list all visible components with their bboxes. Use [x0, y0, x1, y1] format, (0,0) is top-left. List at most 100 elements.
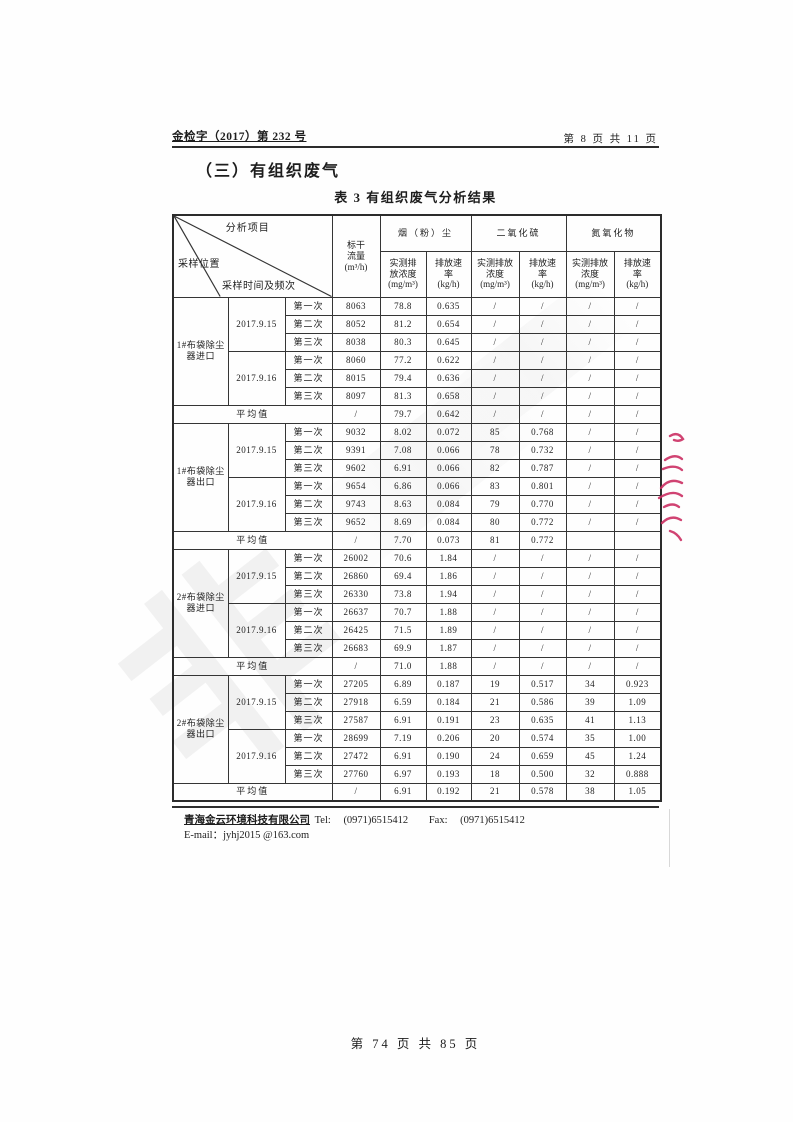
value-cell: 8038: [331, 332, 381, 352]
value-cell: 8.02: [379, 422, 427, 442]
column-group-so2: 二氧化硫: [470, 214, 567, 252]
run-label-cell: 第三次: [284, 764, 333, 784]
run-label-cell: 第一次: [284, 476, 333, 496]
run-label-cell: 第一次: [284, 728, 333, 748]
average-row: 平均值/7.70 0.073 81 0.772: [172, 530, 662, 550]
value-cell: 45: [565, 746, 615, 766]
value-cell: /: [331, 782, 381, 802]
company-name: 青海金云环境科技有限公司: [184, 815, 310, 826]
value-cell: 1.94: [425, 584, 472, 604]
average-label-cell: 平均值: [172, 530, 333, 550]
value-cell: 0.923: [613, 674, 662, 694]
date-cell: 2017.9.15: [227, 296, 286, 352]
results-table: 分析项目 采样位置 采样时间及频次 标干 流量 (m³/h) 烟（粉）尘 二氧化…: [172, 214, 663, 802]
run-label-cell: 第二次: [284, 314, 333, 334]
value-cell: 79.7: [379, 404, 427, 424]
value-cell: /: [518, 368, 567, 388]
value-cell: /: [613, 350, 662, 370]
run-label-cell: 第二次: [284, 692, 333, 712]
value-cell: 6.97: [379, 764, 427, 784]
corner-header-cell: 分析项目 采样位置 采样时间及频次: [172, 214, 333, 298]
run-label-cell: 第二次: [284, 440, 333, 460]
value-cell: 27472: [331, 746, 381, 766]
value-cell: /: [565, 422, 615, 442]
value-cell: /: [565, 332, 615, 352]
value-cell: 77.2: [379, 350, 427, 370]
value-cell: 78: [470, 440, 520, 460]
value-cell: /: [470, 638, 520, 658]
column-header-so2-concentration: 实测排放 浓度 (mg/m³): [470, 250, 520, 298]
value-cell: 0.772: [518, 512, 567, 532]
value-cell: 0.206: [425, 728, 472, 748]
value-cell: 20: [470, 728, 520, 748]
value-cell: 26637: [331, 602, 381, 622]
value-cell: 0.500: [518, 764, 567, 784]
run-label-cell: 第二次: [284, 368, 333, 388]
value-cell: /: [565, 584, 615, 604]
value-cell: 0.772: [518, 530, 567, 550]
section-title: （三）有组织废气: [196, 163, 341, 180]
location-cell: 1#布袋除尘器进口: [172, 296, 229, 406]
value-cell: 0.190: [425, 746, 472, 766]
value-cell: /: [565, 494, 615, 514]
value-cell: 26425: [331, 620, 381, 640]
table-row: 2017.9.16 第一次 28699 7.19 0.206 20 0.574 35 1.00: [173, 728, 662, 784]
value-cell: /: [470, 602, 520, 622]
location-cell: 2#布袋除尘器进口: [172, 548, 229, 658]
run-label-cell: 第二次: [284, 746, 333, 766]
value-cell: /: [470, 314, 520, 334]
value-cell: /: [565, 602, 615, 622]
value-cell: /: [518, 332, 567, 352]
date-cell: 2017.9.16: [227, 602, 286, 658]
table-row: 2#布袋除尘器出口 2017.9.15 第一次 27205 6.89 0.187 19 0.5…: [172, 674, 662, 784]
value-cell: 80: [470, 512, 520, 532]
value-cell: 0.659: [518, 746, 567, 766]
value-cell: /: [613, 386, 662, 406]
value-cell: 21: [470, 692, 520, 712]
run-label-cell: 第一次: [284, 296, 333, 316]
value-cell: 8063: [331, 296, 381, 316]
value-cell: 27205: [331, 674, 381, 694]
value-cell: 26330: [331, 584, 381, 604]
value-cell: 1.84: [425, 548, 472, 568]
value-cell: 0.732: [518, 440, 567, 460]
value-cell: 39: [565, 692, 615, 712]
value-cell: 79.4: [379, 368, 427, 388]
value-cell: 9032: [331, 422, 381, 442]
header-row-sub: 实测排 放浓度 (mg/m³) 排放速 率 (kg/h) 实测排放 浓度 (mg…: [173, 250, 662, 298]
value-cell: 0.586: [518, 692, 567, 712]
corner-label-sampling-location: 采样位置: [178, 258, 220, 270]
value-cell: /: [331, 656, 381, 676]
value-cell: 0.642: [425, 404, 472, 424]
column-header-so2-rate: 排放速 率 (kg/h): [518, 250, 567, 298]
value-cell: /: [518, 548, 567, 568]
value-cell: 81.3: [379, 386, 427, 406]
table-row: 第二次 27918 6.59 0.184 21 0.586 39 1.09: [173, 692, 662, 712]
column-group-nox: 氮氧化物: [565, 214, 662, 252]
value-cell: /: [565, 548, 615, 568]
red-pen-annotation: [657, 432, 685, 542]
value-cell: 6.91: [379, 458, 427, 478]
value-cell: /: [470, 296, 520, 316]
value-cell: /: [565, 440, 615, 460]
document-number: 金检字（2017）第 232 号: [172, 131, 307, 143]
run-label-cell: 第二次: [284, 494, 333, 514]
footer-divider: [172, 806, 659, 808]
value-cell: /: [470, 656, 520, 676]
date-cell: 2017.9.15: [227, 422, 286, 478]
value-cell: /: [518, 620, 567, 640]
value-cell: /: [518, 404, 567, 424]
value-cell: 8.63: [379, 494, 427, 514]
value-cell: /: [565, 656, 615, 676]
value-cell: /: [613, 296, 662, 316]
date-cell: 2017.9.16: [227, 476, 286, 532]
value-cell: 1.24: [613, 746, 662, 766]
average-label-cell: 平均值: [172, 404, 333, 424]
table-row: 第二次 26860 69.4 1.86// / /: [173, 566, 662, 586]
header-row-top: 分析项目 采样位置 采样时间及频次 标干 流量 (m³/h) 烟（粉）尘 二氧化…: [172, 214, 662, 298]
run-label-cell: 第三次: [284, 584, 333, 604]
value-cell: /: [565, 404, 615, 424]
value-cell: 69.9: [379, 638, 427, 658]
value-cell: 6.86: [379, 476, 427, 496]
